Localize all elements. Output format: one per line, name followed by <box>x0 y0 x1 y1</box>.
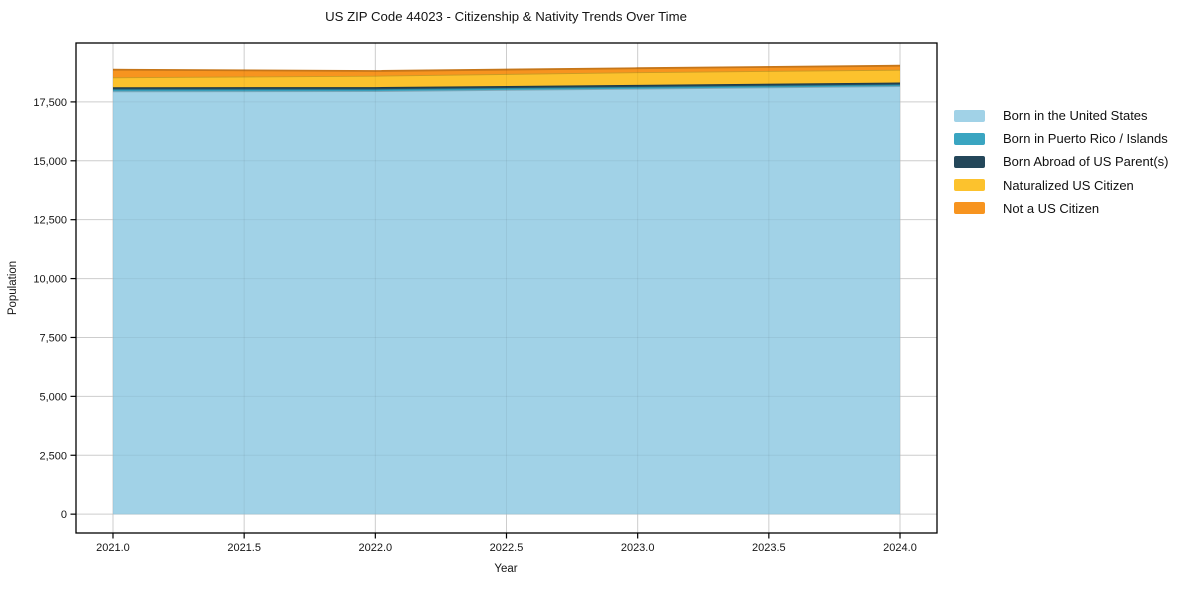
y-tick-label: 0 <box>61 509 67 521</box>
legend-swatch <box>954 202 985 215</box>
x-tick-label: 2023.5 <box>752 542 786 554</box>
legend-label: Born in the United States <box>1003 108 1148 124</box>
x-tick-label: 2021.0 <box>96 542 130 554</box>
area-1 <box>113 86 900 515</box>
legend-swatch <box>954 179 985 192</box>
x-tick-label: 2022.5 <box>490 542 524 554</box>
chart-title: US ZIP Code 44023 - Citizenship & Nativi… <box>325 9 687 24</box>
legend-label: Born Abroad of US Parent(s) <box>1003 154 1169 170</box>
y-tick-label: 7,500 <box>39 332 67 344</box>
legend-item: Born in the United States <box>954 104 1168 127</box>
legend-swatch <box>954 132 985 145</box>
x-tick-label: 2022.0 <box>359 542 393 554</box>
y-tick-label: 15,000 <box>33 156 67 168</box>
area-5 <box>113 65 900 78</box>
legend-swatch <box>954 155 985 168</box>
legend-item: Naturalized US Citizen <box>954 174 1168 197</box>
x-tick-label: 2023.0 <box>621 542 655 554</box>
y-tick-label: 10,000 <box>33 274 67 286</box>
y-tick-label: 17,500 <box>33 97 67 109</box>
y-tick-label: 12,500 <box>33 215 67 227</box>
legend-item: Not a US Citizen <box>954 197 1168 220</box>
x-tick-label: 2021.5 <box>227 542 261 554</box>
legend-item: Born Abroad of US Parent(s) <box>954 150 1168 173</box>
legend-item: Born in Puerto Rico / Islands <box>954 127 1168 150</box>
legend-label: Born in Puerto Rico / Islands <box>1003 131 1168 147</box>
y-axis-title: Population <box>7 260 19 316</box>
x-axis-title: Year <box>494 563 518 575</box>
x-tick-label: 2024.0 <box>883 542 917 554</box>
legend-swatch <box>954 109 985 122</box>
y-tick-label: 2,500 <box>39 450 67 462</box>
legend-label: Naturalized US Citizen <box>1003 177 1134 193</box>
y-tick-label: 5,000 <box>39 391 67 403</box>
area-4 <box>113 69 900 88</box>
legend: Born in the United States Born in Puerto … <box>954 104 1168 220</box>
legend-label: Not a US Citizen <box>1003 200 1100 216</box>
area-topline-5 <box>112 64 901 72</box>
